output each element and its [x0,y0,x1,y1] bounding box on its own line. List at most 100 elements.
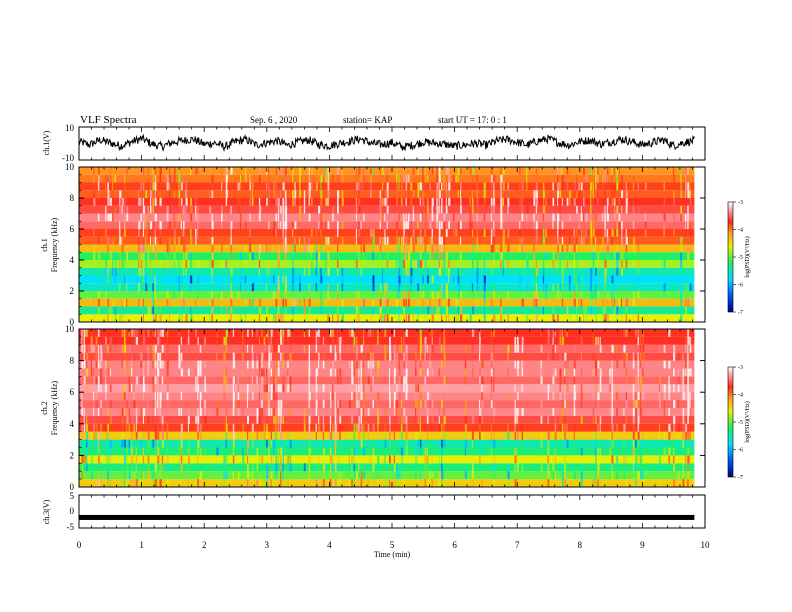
spec1-texture [684,298,687,307]
spec1-texture [396,260,398,268]
spec2-texture [438,439,440,448]
spec1-texture [545,198,548,206]
spec2-texture [429,384,431,393]
spec1-texture [337,174,340,183]
spec1-texture [561,306,564,315]
spec1-texture [405,298,408,307]
spec2-texture [616,392,618,401]
spec1-texture [673,190,675,199]
spec1-texture [438,252,441,261]
spec2-texture [609,368,611,377]
spec2-texture [97,471,99,480]
spec2-texture [564,376,566,385]
spec2-texture [668,360,671,369]
spec2-texture [677,384,680,393]
spec2-texture [493,455,496,464]
ch3-flat-trace [79,514,695,520]
spec2-texture [623,439,625,448]
spec2-texture [419,344,423,353]
spec2-texture [242,423,245,432]
spec1-texture [152,167,155,175]
spec1-texture [138,221,141,230]
spec2-texture [332,368,334,377]
spec2-texture [187,463,189,472]
spec1-texture [689,182,692,191]
spec1-texture [180,298,183,307]
spec2-texture [507,471,510,480]
spec1-texture [327,190,330,199]
spec1-texture [384,236,386,245]
spec2-texture [658,384,660,393]
spec2-texture [263,352,266,361]
spec2-texture [358,455,361,464]
spec1-texture [576,244,578,253]
spec1-texture [445,306,448,315]
spec1-texture [573,182,577,191]
spec1-texture [230,244,232,253]
spec1-texture [542,306,545,315]
spec2-texture [86,352,89,361]
spec2-texture [308,368,311,377]
spec1-texture [178,236,181,245]
spec1-texture [500,205,503,214]
spec2-texture [514,447,517,456]
spec1-texture [460,182,462,191]
spec1-texture [457,252,460,261]
spec1-texture [147,267,150,276]
spec1-texture [613,221,616,230]
spec1-texture [230,306,233,315]
spec1-texture [145,283,148,292]
spec1-texture [190,314,193,323]
spec1-texture [173,244,176,253]
spec1-texture [277,252,281,261]
spec1-texture [379,221,381,230]
spec1-texture [396,236,398,245]
spec2-texture [161,415,164,424]
spec1-texture [97,275,99,284]
spec1-texture [292,275,295,284]
spec1-texture [673,291,675,299]
spec1-texture [604,275,607,284]
spec2-texture [372,352,374,361]
spec2-texture [315,344,318,353]
spec2-texture [609,463,612,472]
spec1-texture [545,306,548,315]
spec2-texture [242,352,244,361]
spec1-band [79,283,695,291]
spec2-texture [438,368,440,377]
spec1-texture [405,221,408,230]
spec2-texture [216,336,218,345]
spec1-texture [299,213,302,222]
spec2-texture [441,423,443,432]
spec1-texture [526,314,528,323]
spec1-texture [237,174,240,183]
spec1-texture [592,291,595,299]
spec1-texture [197,205,199,214]
spec2-texture [431,479,433,487]
spec2-texture [159,415,162,424]
spec2-texture [393,368,396,377]
spec2-texture [287,408,290,416]
spec2-texture [204,447,206,456]
spec2-texture [256,431,259,440]
spec2-texture [471,415,475,424]
spec2-band [79,392,695,401]
spec1-texture [152,221,155,230]
spec2-texture [684,376,687,385]
spec1-texture [455,174,458,183]
spec1-texture [273,174,275,183]
spec1-texture [325,306,327,315]
spec1-texture [341,221,344,230]
spec2-texture [635,329,637,337]
spec2-texture [632,439,635,448]
spec1-texture [166,291,169,299]
spec1-texture [455,198,457,206]
spec1-texture [251,244,253,253]
spec1-texture [268,174,270,183]
spec1-texture [448,314,450,323]
spec2-texture [261,329,263,337]
spec2-texture [107,423,109,432]
spec2-texture [223,376,226,385]
spec2-texture [493,408,496,416]
spec1-texture [621,314,623,323]
